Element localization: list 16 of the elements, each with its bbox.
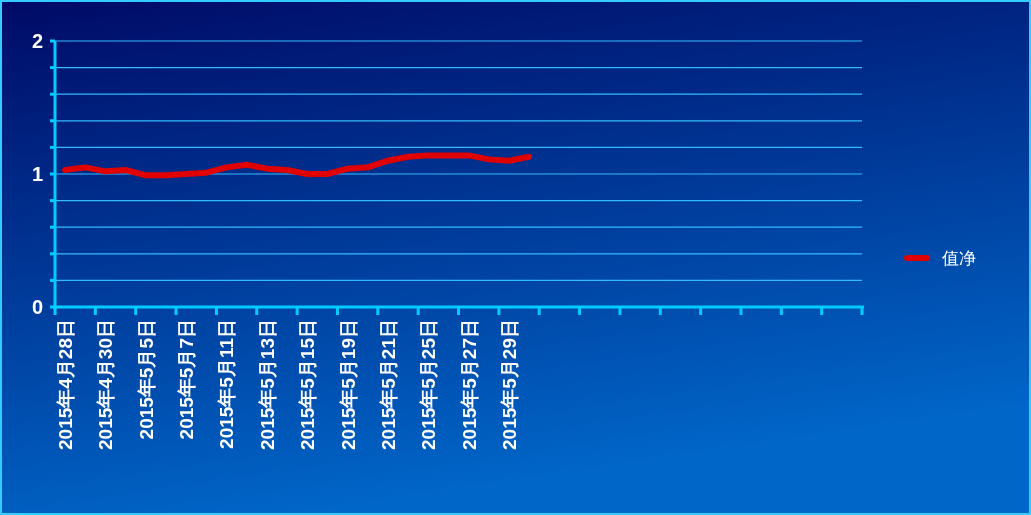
x-tick-label: 2015年5月13日 <box>256 319 278 450</box>
x-tick-label: 2015年5月25日 <box>418 319 440 450</box>
y-tick-label: 0 <box>31 296 43 318</box>
x-tick-label: 2015年4月30日 <box>95 319 117 450</box>
x-tick-label: 2015年5月27日 <box>458 319 480 450</box>
x-tick-label: 2015年5月21日 <box>377 319 399 450</box>
legend-label: 值净 <box>942 249 976 268</box>
y-tick-label: 1 <box>31 163 43 185</box>
x-tick-label: 2015年4月28日 <box>55 319 77 450</box>
x-tick-label: 2015年5月5日 <box>135 319 157 440</box>
x-tick-label: 2015年5月11日 <box>216 319 238 449</box>
x-tick-label: 2015年5月29日 <box>498 319 520 450</box>
x-tick-label: 2015年5月19日 <box>337 319 359 450</box>
x-tick-label: 2015年5月7日 <box>176 319 198 440</box>
y-tick-label: 2 <box>31 30 43 52</box>
x-tick-label: 2015年5月15日 <box>297 319 319 450</box>
